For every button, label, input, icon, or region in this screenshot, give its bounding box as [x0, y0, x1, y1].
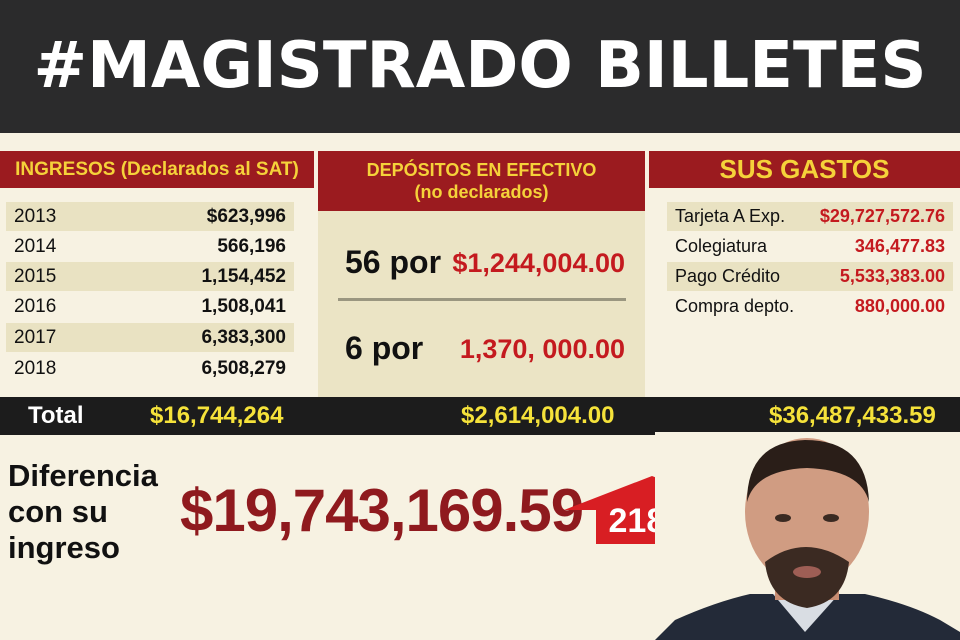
gastos-header: SUS GASTOS — [649, 151, 960, 188]
deposit-amount: 1,370, 000.00 — [459, 334, 625, 364]
ingresos-amount: 1,154,452 — [201, 266, 286, 287]
ingresos-amount: 6,383,300 — [201, 327, 286, 348]
ingresos-row: 2017 6,383,300 — [6, 323, 294, 352]
depositos-heading: DEPÓSITOS EN EFECTIVO — [366, 160, 597, 180]
gastos-row: Pago Crédito 5,533,383.00 — [667, 262, 953, 291]
ingresos-row: 2015 1,154,452 — [6, 262, 294, 291]
depositos-subheading: (no declarados) — [414, 182, 549, 202]
gastos-amount: 5,533,383.00 — [839, 266, 945, 286]
ingresos-year: 2017 — [14, 327, 57, 348]
ingresos-header: INGRESOS (Declarados al SAT) — [0, 151, 314, 188]
gastos-row: Colegiatura 346,477.83 — [667, 232, 953, 261]
ingresos-year: 2013 — [14, 206, 57, 227]
deposit-amount: $1,244,004.00 — [452, 248, 625, 278]
total-ingresos: $16,744,264 — [150, 402, 284, 429]
mouth-shape — [793, 566, 821, 578]
gastos-concept: Tarjeta A Exp. — [675, 206, 786, 226]
ingresos-year: 2018 — [14, 358, 57, 379]
total-label: Total — [28, 402, 84, 429]
face-shape — [745, 438, 869, 586]
depositos-panel — [318, 211, 645, 397]
totals-bar: Total $16,744,264 $2,614,004.00 $36,487,… — [0, 397, 960, 435]
ingresos-amount: 566,196 — [217, 236, 286, 257]
title-banner: #MAGISTRADO BILLETES — [0, 0, 960, 133]
deposit-divider — [338, 298, 626, 301]
gastos-concept: Pago Crédito — [675, 266, 781, 286]
total-gastos: $36,487,433.59 — [769, 402, 936, 429]
ingresos-row: 2013 $623,996 — [6, 202, 294, 231]
gastos-concept: Colegiatura — [675, 236, 768, 256]
gastos-row: Compra depto. 880,000.00 — [667, 292, 953, 321]
gastos-amount: 880,000.00 — [854, 296, 945, 316]
ingresos-heading: INGRESOS (Declarados al SAT) — [15, 159, 299, 180]
difference-label-line: ingreso — [8, 530, 120, 565]
ingresos-row: 2016 1,508,041 — [6, 292, 294, 321]
left-eye — [775, 514, 791, 522]
ingresos-amount: $623,996 — [206, 206, 286, 227]
difference-label: Diferencia con su ingreso — [8, 458, 158, 566]
difference-amount: $19,743,169.59 — [180, 477, 584, 544]
ingresos-year: 2015 — [14, 266, 57, 287]
ingresos-amount: 1,508,041 — [201, 296, 286, 317]
gastos-concept: Compra depto. — [675, 296, 795, 316]
gastos-amount: $29,727,572.76 — [819, 206, 945, 226]
portrait-photo — [655, 432, 960, 640]
difference-label-line: con su — [8, 494, 108, 529]
deposit-count: 56 por — [345, 244, 442, 280]
ingresos-year: 2014 — [14, 236, 57, 257]
right-eye — [823, 514, 839, 522]
ingresos-row: 2014 566,196 — [6, 232, 294, 261]
depositos-header: DEPÓSITOS EN EFECTIVO (no declarados) — [318, 151, 645, 211]
difference-label-line: Diferencia — [8, 458, 158, 493]
page-title: #MAGISTRADO BILLETES — [33, 29, 927, 103]
hair-shape — [747, 440, 869, 502]
ingresos-row: 2018 6,508,279 — [6, 354, 294, 383]
deposit-count: 6 por — [345, 330, 424, 366]
gastos-amount: 346,477.83 — [854, 236, 945, 256]
ingresos-amount: 6,508,279 — [201, 358, 286, 379]
gastos-row: Tarjeta A Exp. $29,727,572.76 — [667, 202, 953, 231]
ingresos-year: 2016 — [14, 296, 57, 317]
total-depositos: $2,614,004.00 — [461, 402, 615, 429]
gastos-heading: SUS GASTOS — [719, 154, 890, 184]
banner-divider — [0, 133, 960, 151]
